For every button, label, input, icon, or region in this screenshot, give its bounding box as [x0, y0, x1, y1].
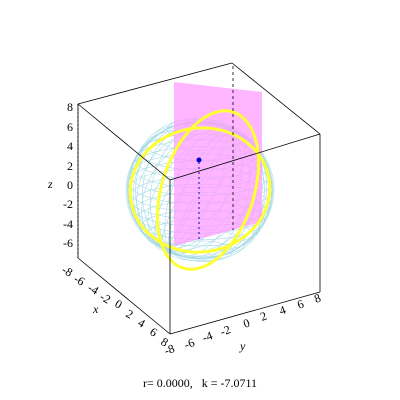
y-tick: 2 — [258, 309, 268, 324]
bounding-box-front — [77, 103, 321, 335]
great-circle-curves — [128, 109, 272, 271]
x-tick: 2 — [124, 306, 136, 321]
vector-arrow — [196, 157, 202, 240]
z-tick: 2 — [67, 159, 73, 173]
z-tick: -2 — [63, 197, 73, 211]
x-tick: 4 — [136, 315, 148, 330]
y-tick: -8 — [162, 341, 176, 358]
z-tick: 4 — [67, 139, 73, 153]
y-tick: -6 — [182, 335, 196, 352]
y-tick: 8 — [312, 291, 322, 306]
x-tick: 0 — [113, 296, 125, 311]
x-tick: -4 — [86, 280, 102, 297]
vertical-plane — [174, 82, 262, 246]
parameter-caption: r= 0.0000, k = -7.0711 — [142, 376, 258, 390]
y-tick: -4 — [200, 328, 214, 345]
x-axis-label: x — [92, 302, 99, 316]
x-tick: -8 — [60, 262, 76, 279]
y-axis: -8 -6 -4 -2 0 2 4 6 8 y — [162, 291, 322, 358]
x-axis: -8 -6 -4 -2 0 2 4 6 8 x — [60, 262, 171, 349]
z-tick: -6 — [63, 236, 73, 250]
z-tick: 6 — [67, 120, 73, 134]
x-tick: 6 — [148, 324, 160, 339]
y-tick: 6 — [295, 297, 305, 312]
z-tick: 8 — [67, 100, 73, 114]
y-tick: 0 — [241, 316, 251, 331]
y-tick: -2 — [218, 322, 232, 339]
z-axis-label: z — [47, 177, 53, 191]
z-axis: 8 6 4 2 0 -2 -4 -6 z — [47, 100, 79, 258]
z-tick: -4 — [63, 217, 73, 231]
x-tick: -6 — [72, 271, 88, 288]
y-tick: 4 — [277, 303, 287, 318]
x-tick: -2 — [98, 289, 114, 306]
z-tick: 0 — [67, 178, 73, 192]
y-axis-label: y — [239, 339, 246, 353]
